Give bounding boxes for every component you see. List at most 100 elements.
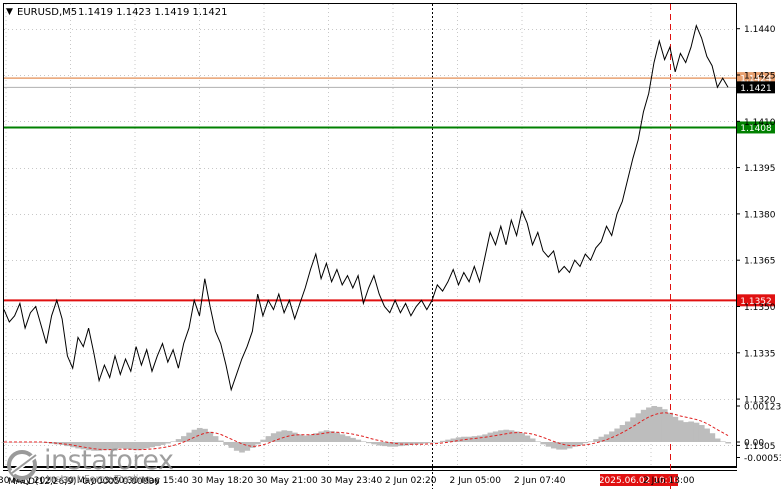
macd-histogram-bar [519, 433, 525, 442]
macd-histogram-bar [635, 413, 642, 442]
macd-histogram-bar [402, 442, 409, 446]
chart-menu-icon[interactable]: ▼ [6, 7, 13, 17]
current-price-label: 1.1421 [740, 84, 772, 94]
macd-histogram-bar [85, 442, 92, 451]
macd-histogram-bar [720, 441, 726, 442]
macd-histogram-bar [329, 431, 335, 442]
macd-histogram-bar [445, 439, 451, 442]
macd-histogram-bar [207, 431, 214, 442]
macd-histogram-bar [112, 442, 119, 450]
price-line [3, 24, 729, 392]
macd-histogram-bar [498, 430, 504, 442]
time-tick-label: 2 Jun 02:20 [385, 476, 437, 486]
macd-histogram-bar [334, 432, 340, 442]
price-tick-label: 1.1440 [744, 25, 776, 35]
macd-histogram-bar [344, 436, 351, 442]
symbol-timeframe: EURUSD,M5 [17, 7, 77, 18]
macd-histogram-bar [413, 442, 420, 445]
macd-histogram-bar [196, 427, 203, 442]
time-tick-label: 30 May 21:00 [256, 476, 318, 486]
macd-histogram-bar [619, 425, 626, 442]
price-series [3, 24, 729, 392]
macd-histogram-bar [64, 442, 71, 447]
macd-histogram-bar [371, 442, 377, 445]
macd-histogram-bar [513, 431, 520, 442]
vertical-markers [432, 4, 671, 489]
macd-histogram-bar [698, 425, 705, 442]
macd-histogram-bar [550, 442, 557, 449]
macd-histogram-bar [651, 406, 658, 442]
grid [4, 4, 736, 467]
macd-histogram-bar [255, 442, 261, 445]
macd-histogram-bar [144, 442, 150, 449]
macd-histogram-bar [577, 442, 584, 445]
time-tick-label: 30 May 15:40 [127, 476, 189, 486]
macd-histogram-bar [667, 412, 673, 442]
macd-histogram-bar [461, 436, 467, 442]
macd-histogram-bar [281, 430, 288, 442]
macd-histogram-bar [159, 442, 166, 445]
macd-histogram-bar [270, 433, 277, 442]
macd-histogram-bar [117, 442, 124, 449]
price-tick-label: 1.1410 [744, 118, 776, 128]
macd-histogram-bar [360, 441, 367, 442]
macd-histogram-bar [122, 442, 129, 450]
macd-histogram-bar [80, 442, 87, 450]
macd-tick-label: 0.00123 [744, 403, 781, 413]
price-tick-label: 1.1305 [744, 442, 776, 452]
price-tick-label: 1.1425 [744, 71, 776, 81]
macd-histogram-bar [286, 430, 293, 442]
macd-axis: 0.00123 0.00 -0.00053 [736, 403, 781, 464]
level-tag [737, 72, 775, 85]
macd-tick-label: -0.00053 [744, 454, 781, 464]
macd-histogram-bar [223, 442, 229, 445]
current-price-tag [737, 81, 775, 94]
macd-histogram-bar [450, 438, 457, 442]
macd-histogram-bar [561, 442, 568, 450]
price-panel [3, 3, 737, 467]
macd-histogram-bar [138, 442, 145, 450]
macd-histogram-bar [186, 432, 193, 442]
macd-histogram-bar [545, 442, 552, 447]
macd-histogram-bar [302, 435, 309, 442]
macd-histogram-bar [392, 442, 399, 447]
time-tick-label: 2 Jun 07:40 [514, 476, 566, 486]
macd-histogram-bar [239, 442, 245, 453]
time-tick-label: 30 May 13:00 [63, 476, 125, 486]
macd-histogram-bar [598, 436, 605, 442]
macd-histogram-bar [175, 439, 182, 442]
level-tag [737, 294, 775, 307]
macd-histogram-bar [408, 442, 414, 445]
macd-histogram-bar [75, 442, 82, 449]
time-tick-label: 30 May 18:20 [192, 476, 254, 486]
macd-histogram-bar [535, 441, 541, 442]
horizontal-levels: 1.1424 1.1408 1.1352 1.1421 [4, 72, 775, 307]
macd-histogram-bar [91, 442, 97, 451]
macd-label: MACD(12,26,9) -0.00005 0.00006 [8, 477, 160, 487]
macd-histogram-bar [292, 432, 298, 442]
macd-signal-line [4, 412, 729, 451]
time-tick-label: 30 May 2020 [0, 476, 57, 486]
macd-histogram-bar [524, 435, 531, 442]
watermark-brand: instaforex [44, 445, 174, 476]
macd-histogram-bar [350, 437, 356, 442]
macd-histogram-bar [133, 442, 140, 451]
watermark-tagline: Instant Forex Trading [46, 474, 152, 485]
macd-histogram-bar [387, 442, 393, 447]
macd-histogram-bar [640, 409, 647, 442]
macd-histogram-bar [418, 442, 425, 444]
macd-histogram-bar [582, 442, 589, 444]
macd-histogram-bar [466, 436, 473, 442]
macd-histogram-bar [249, 442, 256, 448]
macd-histogram-bar [492, 431, 499, 442]
time-tick-label: 2 Jun 13:00 [643, 476, 695, 486]
macd-histogram-bar [318, 431, 325, 442]
macd-histogram-bar [672, 416, 679, 442]
macd-histogram-bar [191, 429, 198, 442]
macd-histogram-bar [624, 421, 631, 442]
macd-histogram-bar [587, 441, 594, 442]
macd-histogram-bar [540, 442, 547, 445]
macd-histogram-bar [376, 442, 383, 446]
macd-histogram-bar [725, 442, 732, 444]
